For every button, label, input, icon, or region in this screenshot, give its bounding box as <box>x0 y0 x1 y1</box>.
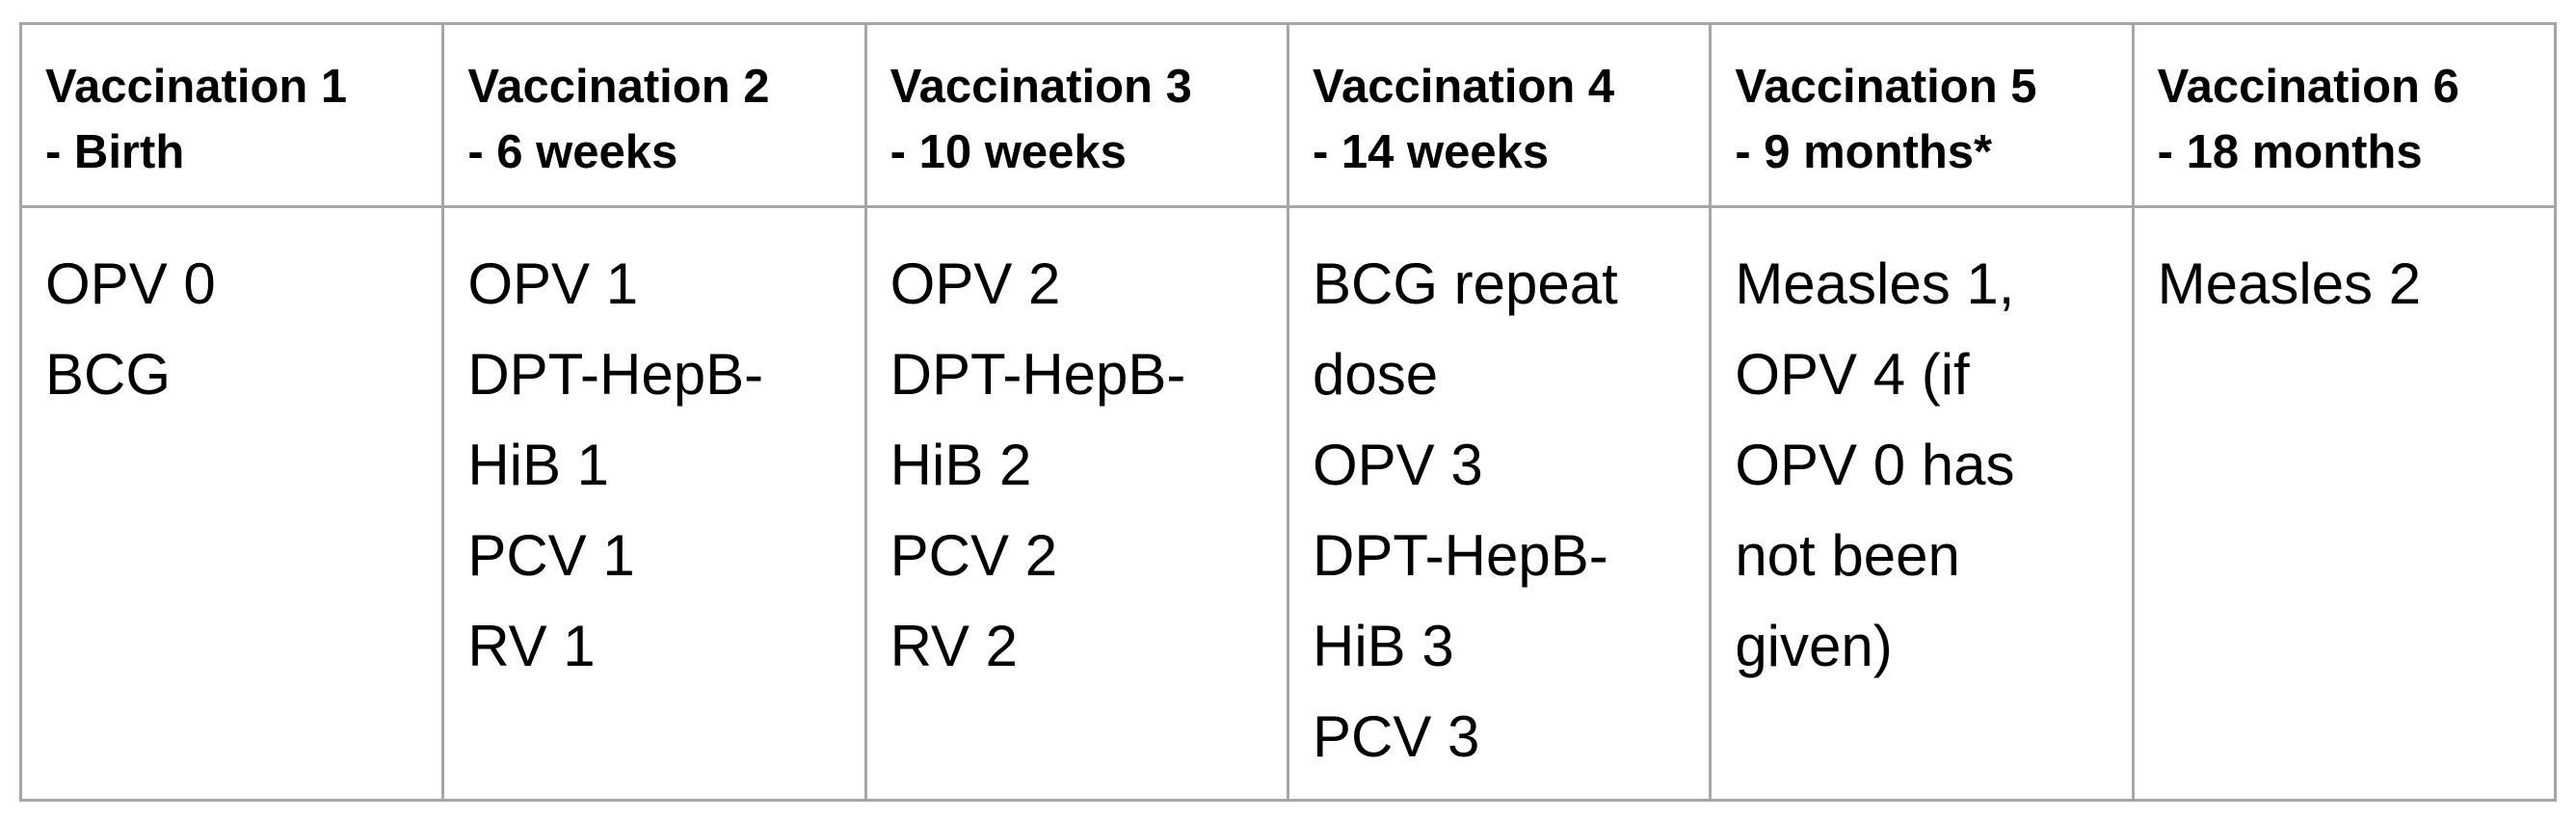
vaccine-cell-6: Measles 2 <box>2131 205 2558 802</box>
vaccine-line: DPT-HepB- <box>1312 523 1608 588</box>
table-header: Vaccination 1 - Birth Vaccination 2 - 6 wee… <box>18 22 2558 208</box>
vaccine-line: OPV 3 <box>1312 433 1483 497</box>
column-header-5: Vaccination 5 - 9 months* <box>1709 22 2135 208</box>
vaccine-line: PCV 1 <box>467 523 635 588</box>
vaccine-line: Measles 1, <box>1735 251 2015 316</box>
vaccine-line: DPT-HepB- <box>467 342 764 407</box>
vaccine-line: dose <box>1312 342 1439 407</box>
vaccine-line: OPV 1 <box>467 251 639 316</box>
column-header-line: - 10 weeks <box>890 126 1127 178</box>
column-header-line: - 6 weeks <box>467 126 678 178</box>
column-header-4: Vaccination 4 - 14 weeks <box>1286 22 1713 208</box>
table-body: OPV 0 BCG OPV 1 DPT-HepB- HiB 1 PCV 1 RV 1 OPV … <box>18 205 2558 802</box>
vaccination-schedule-table: Vaccination 1 - Birth Vaccination 2 - 6 wee… <box>18 22 2558 802</box>
vaccine-line: BCG repeat <box>1312 251 1618 316</box>
column-header-2: Vaccination 2 - 6 weeks <box>441 22 867 208</box>
header-row: Vaccination 1 - Birth Vaccination 2 - 6 wee… <box>18 22 2558 208</box>
vaccine-line: HiB 2 <box>890 433 1032 497</box>
column-header-line: Vaccination 2 <box>467 61 770 113</box>
vaccine-line: RV 1 <box>467 614 596 678</box>
column-header-line: Vaccination 3 <box>890 61 1192 113</box>
vaccine-line: BCG <box>45 342 172 407</box>
column-header-line: Vaccination 1 <box>45 61 348 113</box>
vaccine-line: OPV 2 <box>890 251 1061 316</box>
column-header-line: - Birth <box>45 126 185 178</box>
vaccine-line: HiB 1 <box>467 433 610 497</box>
column-header-line: Vaccination 6 <box>2157 61 2459 113</box>
vaccine-line: RV 2 <box>890 614 1018 678</box>
vaccine-line: DPT-HepB- <box>890 342 1186 407</box>
vaccine-cell-4: BCG repeat dose OPV 3 DPT-HepB- HiB 3 PCV 3 <box>1286 205 1713 802</box>
column-header-line: - 9 months* <box>1735 126 1993 178</box>
vaccine-cell-3: OPV 2 DPT-HepB- HiB 2 PCV 2 RV 2 <box>863 205 1289 802</box>
column-header-line: Vaccination 4 <box>1312 61 1615 113</box>
column-header-3: Vaccination 3 - 10 weeks <box>863 22 1289 208</box>
vaccine-line: OPV 0 has <box>1735 433 2015 497</box>
vaccine-line: HiB 3 <box>1312 614 1454 678</box>
column-header-line: - 14 weeks <box>1312 126 1550 178</box>
table-row: OPV 0 BCG OPV 1 DPT-HepB- HiB 1 PCV 1 RV 1 OPV … <box>18 205 2558 802</box>
column-header-line: Vaccination 5 <box>1735 61 2037 113</box>
vaccine-line: given) <box>1735 614 1893 678</box>
vaccine-line: PCV 2 <box>890 523 1058 588</box>
vaccine-cell-1: OPV 0 BCG <box>18 205 445 802</box>
vaccine-line: PCV 3 <box>1312 704 1480 769</box>
vaccine-line: Measles 2 <box>2157 251 2422 316</box>
column-header-6: Vaccination 6 - 18 months <box>2131 22 2558 208</box>
vaccine-line: OPV 4 (if <box>1735 342 1970 407</box>
vaccine-line: not been <box>1735 523 1960 588</box>
vaccine-cell-2: OPV 1 DPT-HepB- HiB 1 PCV 1 RV 1 <box>441 205 867 802</box>
column-header-line: - 18 months <box>2157 126 2423 178</box>
column-header-1: Vaccination 1 - Birth <box>18 22 445 208</box>
vaccine-line: OPV 0 <box>45 251 216 316</box>
vaccine-cell-5: Measles 1, OPV 4 (if OPV 0 has not been give… <box>1709 205 2135 802</box>
